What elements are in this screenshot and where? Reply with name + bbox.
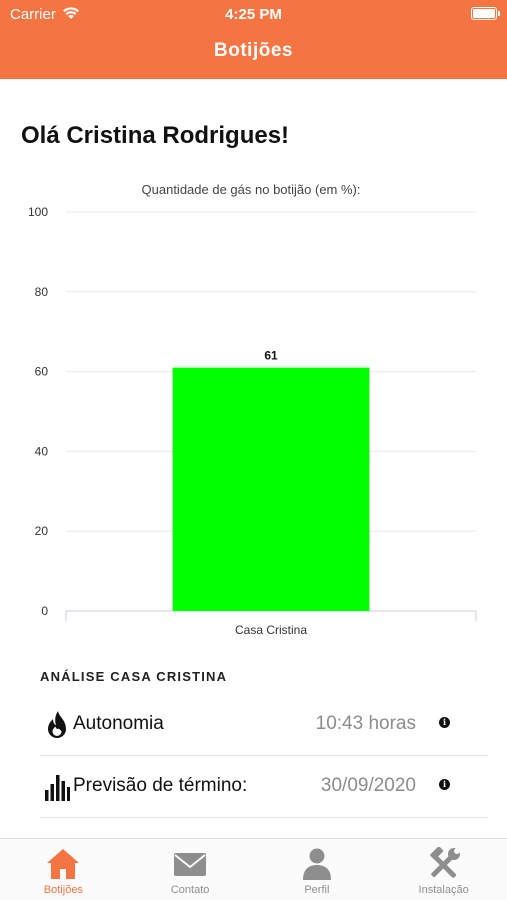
tab-instalacao[interactable]: Instalação (380, 839, 507, 900)
y-tick-label: 0 (41, 604, 48, 618)
autonomy-value: 10:43 horas (315, 713, 416, 734)
tab-perfil[interactable]: Perfil (254, 839, 381, 900)
end-forecast-label: Previsão de término: (73, 775, 248, 796)
mail-icon (174, 853, 207, 876)
page-title: Botijões (214, 40, 293, 61)
user-icon (302, 848, 331, 880)
tab-label: Instalação (418, 884, 469, 896)
gas-level-bar (172, 367, 370, 611)
y-tick-label: 20 (35, 524, 49, 538)
x-category-label: Casa Cristina (235, 623, 307, 637)
chart-title: Quantidade de gás no botijão (em %): (142, 182, 361, 197)
tools-icon (429, 847, 460, 878)
tab-label: Botijões (43, 884, 83, 896)
tab-bar: Botijões Contato Perfil Instalação (0, 838, 507, 900)
tab-contato[interactable]: Contato (127, 839, 254, 900)
autonomy-row: Autonomia 10:43 horas i (40, 694, 488, 756)
clock: 4:25 PM (225, 6, 282, 23)
gas-level-chart: Quantidade de gás no botijão (em %): 0 20… (28, 182, 477, 637)
greeting-text: Olá Cristina Rodrigues! (21, 122, 290, 149)
home-icon (47, 849, 80, 879)
app-header: Carrier 4:25 PM Botijões (0, 0, 507, 79)
status-bar: Carrier 4:25 PM (0, 5, 507, 25)
battery-icon (471, 7, 500, 20)
y-tick-label: 60 (35, 365, 49, 379)
info-icon[interactable]: i (439, 717, 450, 728)
bar-data-label: 61 (264, 349, 278, 363)
tab-label: Perfil (304, 884, 330, 896)
flame-icon (48, 711, 66, 738)
y-tick-label: 40 (35, 444, 49, 458)
y-tick-label: 100 (28, 205, 48, 219)
carrier-label: Carrier (10, 6, 56, 23)
tab-label: Contato (170, 884, 210, 896)
analysis-heading: ANÁLISE CASA CRISTINA (40, 669, 228, 684)
y-tick-label: 80 (35, 285, 49, 299)
wifi-icon (63, 7, 79, 19)
end-forecast-row: Previsão de término: 30/09/2020 i (40, 756, 488, 818)
info-icon[interactable]: i (439, 779, 450, 790)
end-forecast-value: 30/09/2020 (320, 775, 416, 796)
bar-chart-icon (45, 775, 70, 801)
tab-botijoes[interactable]: Botijões (0, 839, 127, 900)
autonomy-label: Autonomia (73, 713, 164, 734)
